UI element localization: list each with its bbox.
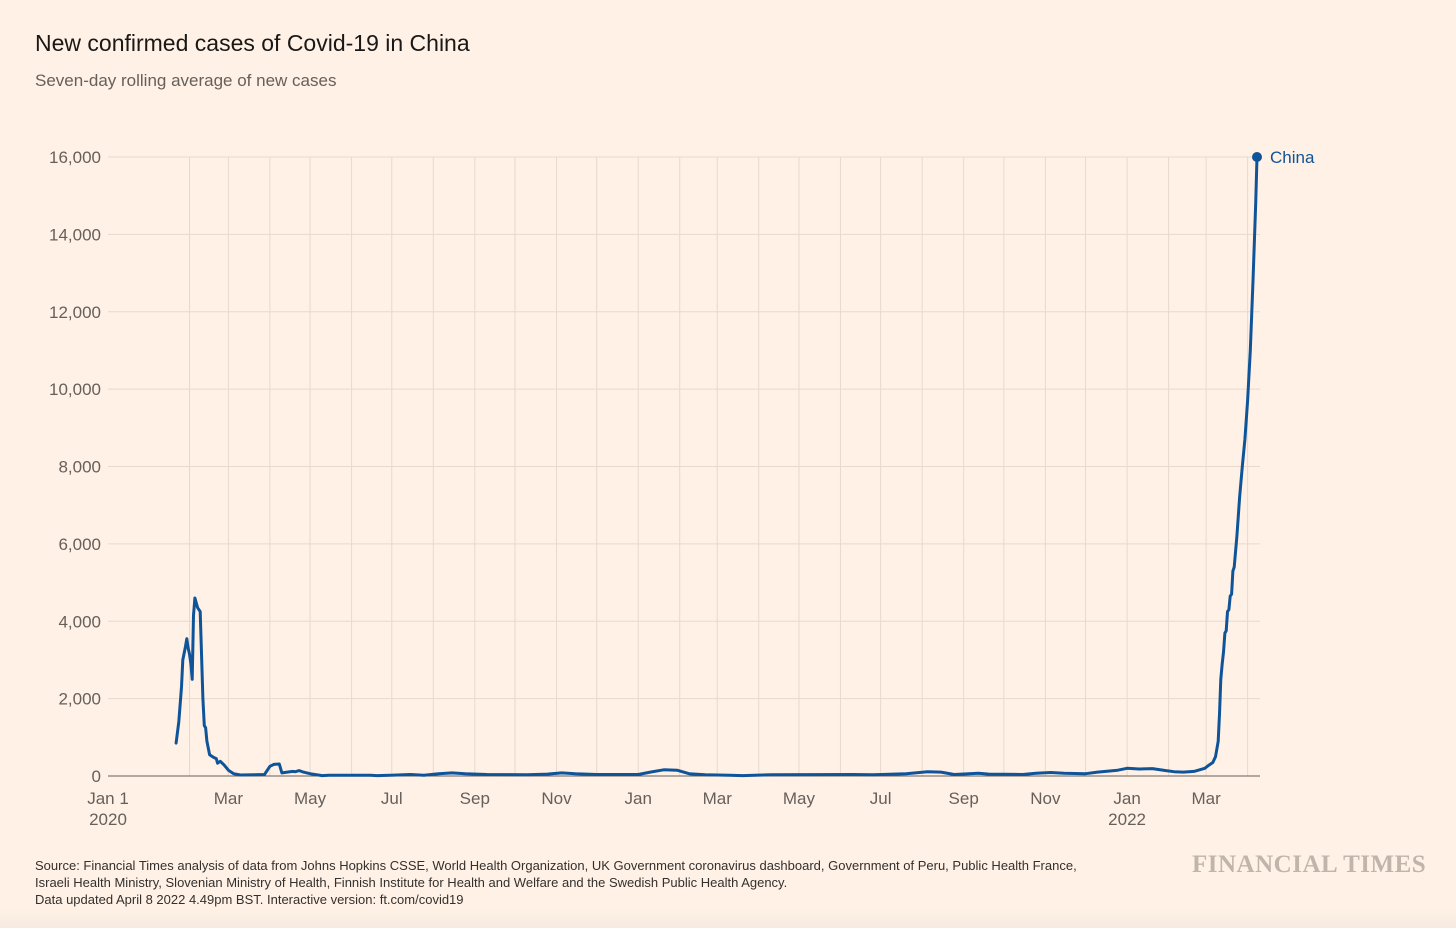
source-note: Source: Financial Times analysis of data… [35,857,1175,908]
x-tick-label: May [294,789,327,808]
x-tick-label: Nov [1030,789,1061,808]
x-tick-label: Jan [624,789,651,808]
y-tick-label: 8,000 [58,458,101,477]
x-tick-label: Jan 1 [87,789,129,808]
x-tick-label: Jul [381,789,403,808]
x-tick-label: May [783,789,816,808]
y-tick-label: 10,000 [49,380,101,399]
x-tick-label: Jul [870,789,892,808]
y-tick-label: 2,000 [58,690,101,709]
series-end-marker [1252,152,1262,162]
series-line-china [174,155,1259,778]
x-tick-label: Nov [541,789,572,808]
x-tick-label: Sep [460,789,490,808]
source-line-1: Source: Financial Times analysis of data… [35,858,1077,873]
x-tick-label: Mar [703,789,733,808]
y-tick-label: 12,000 [49,303,101,322]
y-axis: 0 2,000 4,000 6,000 8,000 10,000 12,000 14,000 1… [49,148,101,786]
y-tick-label: 6,000 [58,535,101,554]
chart-title: New confirmed cases of Covid-19 in China [35,30,470,56]
x-tick-year-label: 2022 [1108,810,1146,829]
grid [108,156,1260,777]
x-axis: Jan 1 2020 Mar May Jul Sep Nov Jan Mar May Jul Sep N… [87,789,1221,829]
x-tick-label: Mar [1191,789,1221,808]
source-line-2: Israeli Health Ministry, Slovenian Minis… [35,875,788,890]
y-tick-label: 0 [92,767,101,786]
y-tick-label: 4,000 [58,612,101,631]
bottom-fade [0,908,1456,928]
y-tick-label: 14,000 [49,225,101,244]
x-tick-year-label: 2020 [89,810,127,829]
data-updated-note: Data updated April 8 2022 4.49pm BST. In… [35,892,464,907]
x-tick-label: Mar [214,789,244,808]
x-tick-label: Sep [949,789,979,808]
x-tick-label: Jan [1113,789,1140,808]
financial-times-logo: FINANCIAL TIMES [1192,851,1427,878]
chart-subtitle: Seven-day rolling average of new cases [35,71,337,90]
plot-area: China [174,148,1315,778]
series-end-label: China [1270,148,1315,167]
y-tick-label: 16,000 [49,148,101,167]
line-chart: 0 2,000 4,000 6,000 8,000 10,000 12,000 14,000 1… [49,148,1315,829]
